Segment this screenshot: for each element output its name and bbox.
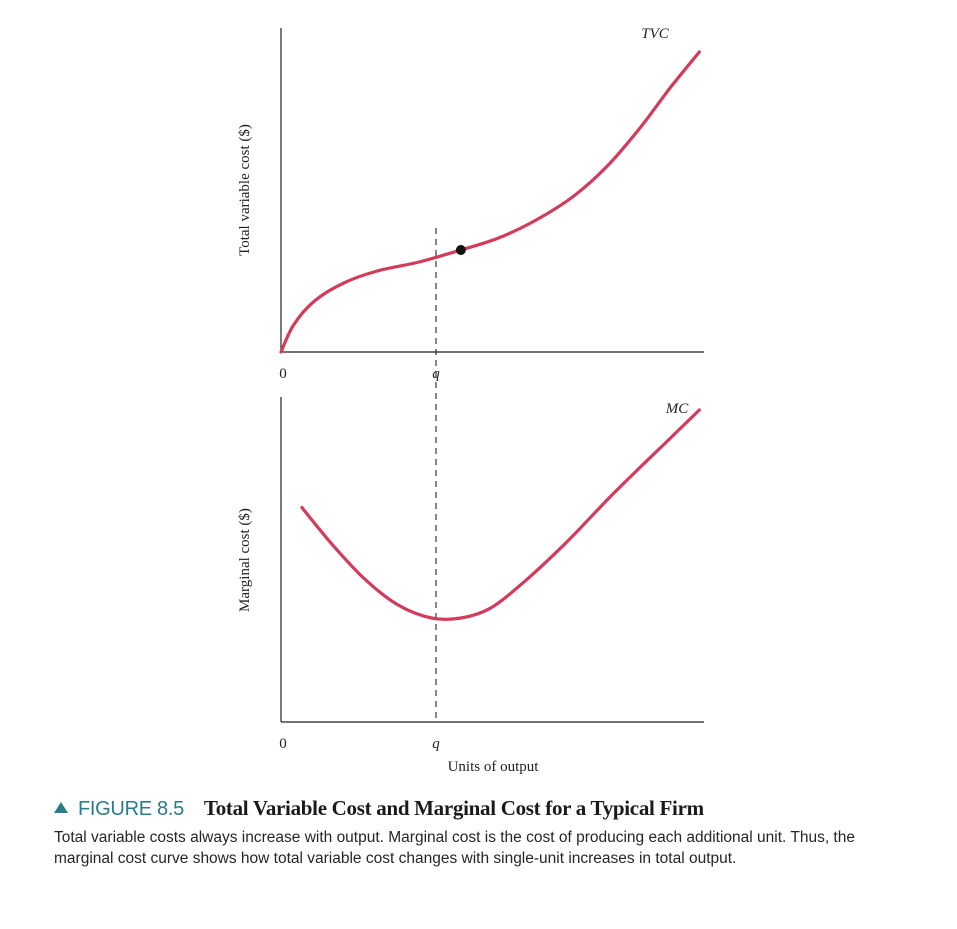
triangle-icon (54, 802, 68, 813)
figure-title: Total Variable Cost and Marginal Cost fo… (203, 796, 704, 820)
mc-panel: Marginal cost ($) 0 q MC Units of output (237, 397, 704, 775)
mc-tick-zero: 0 (279, 736, 287, 752)
caption-heading: FIGURE 8.5 Total Variable Cost and Margi… (54, 796, 894, 826)
curves-layer (279, 50, 701, 622)
mc-y-axis-label: Marginal cost ($) (237, 508, 253, 612)
tvc-curve (279, 50, 701, 354)
mc-curve-label: MC (665, 401, 689, 417)
tvc-curve-label: TVC (641, 26, 670, 42)
tvc-y-axis-label: Total variable cost ($) (237, 124, 253, 256)
tvc-tick-zero: 0 (279, 366, 287, 382)
caption-body: Total variable costs always increase wit… (54, 829, 855, 867)
x-axis-label: Units of output (448, 759, 540, 775)
tvc-panel: Total variable cost ($) 0 q TVC (237, 26, 704, 382)
mc-curve (300, 408, 701, 622)
tvc-point-marker (455, 245, 466, 255)
figure-number: FIGURE 8.5 (78, 798, 184, 820)
mc-tick-q: q (432, 736, 440, 752)
figure-caption: FIGURE 8.5 Total Variable Cost and Margi… (54, 796, 894, 869)
